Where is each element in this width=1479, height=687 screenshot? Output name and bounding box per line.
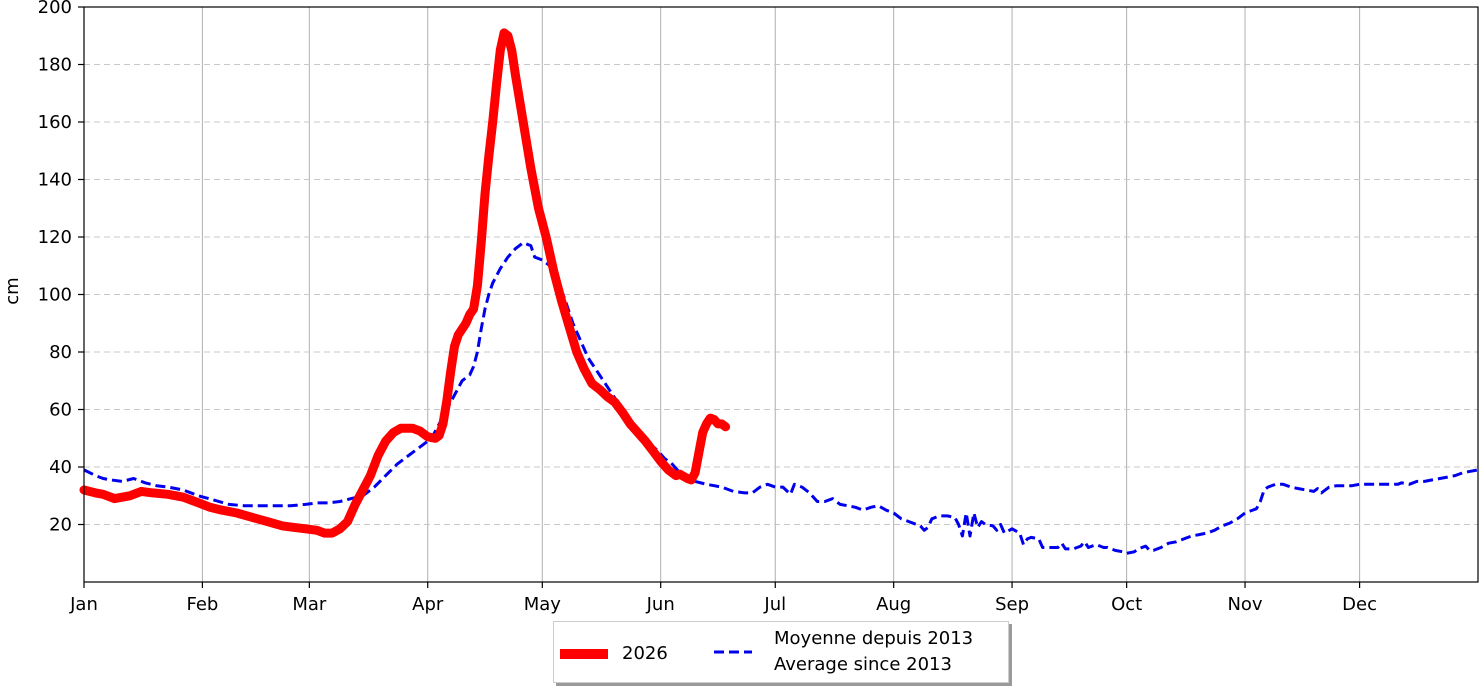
x-tick-label: Jul	[763, 594, 786, 615]
x-tick-label: Feb	[186, 594, 218, 615]
legend-label-2026: 2026	[622, 643, 668, 664]
y-tick-label: 60	[49, 400, 72, 421]
ticks: Jan Feb Mar Apr May Jun Jul Aug Sep Oct Nov Dec 20 40…	[38, 0, 1377, 615]
y-tick-label: 140	[38, 170, 72, 191]
grid	[83, 6, 1478, 582]
legend-swatch-2026	[560, 649, 608, 659]
y-tick-label: 80	[49, 342, 72, 363]
x-tick-label: Nov	[1227, 594, 1262, 615]
y-axis-label: cm	[2, 277, 23, 304]
x-tick-label: Oct	[1111, 594, 1142, 615]
y-tick-label: 40	[49, 457, 72, 478]
y-tick-label: 100	[38, 285, 72, 306]
legend-entry-2026: 2026	[558, 641, 668, 667]
x-tick-label: Dec	[1342, 594, 1377, 615]
x-tick-label: Mar	[292, 594, 327, 615]
y-tick-label: 180	[38, 55, 72, 76]
y-tick-label: 120	[38, 227, 72, 248]
series-line-average	[83, 241, 1479, 555]
legend: 2026 Moyenne depuis 2013 Average since 2…	[553, 621, 1009, 683]
y-tick-label: 200	[38, 0, 72, 18]
legend-swatch-average	[714, 650, 752, 654]
legend-entry-average: Moyenne depuis 2013 Average since 2013	[712, 626, 973, 678]
legend-label-average: Moyenne depuis 2013 Average since 2013	[774, 628, 974, 675]
x-tick-label: Sep	[995, 594, 1029, 615]
x-tick-label: Jan	[69, 594, 98, 615]
x-tick-label: Aug	[876, 594, 911, 615]
y-tick-label: 20	[49, 515, 72, 536]
y-tick-label: 160	[38, 112, 72, 133]
series-line-2026	[79, 28, 731, 538]
series-layer	[79, 28, 1479, 555]
x-tick-label: Apr	[412, 594, 444, 615]
x-tick-label: Jun	[646, 594, 675, 615]
x-tick-label: May	[524, 594, 562, 615]
